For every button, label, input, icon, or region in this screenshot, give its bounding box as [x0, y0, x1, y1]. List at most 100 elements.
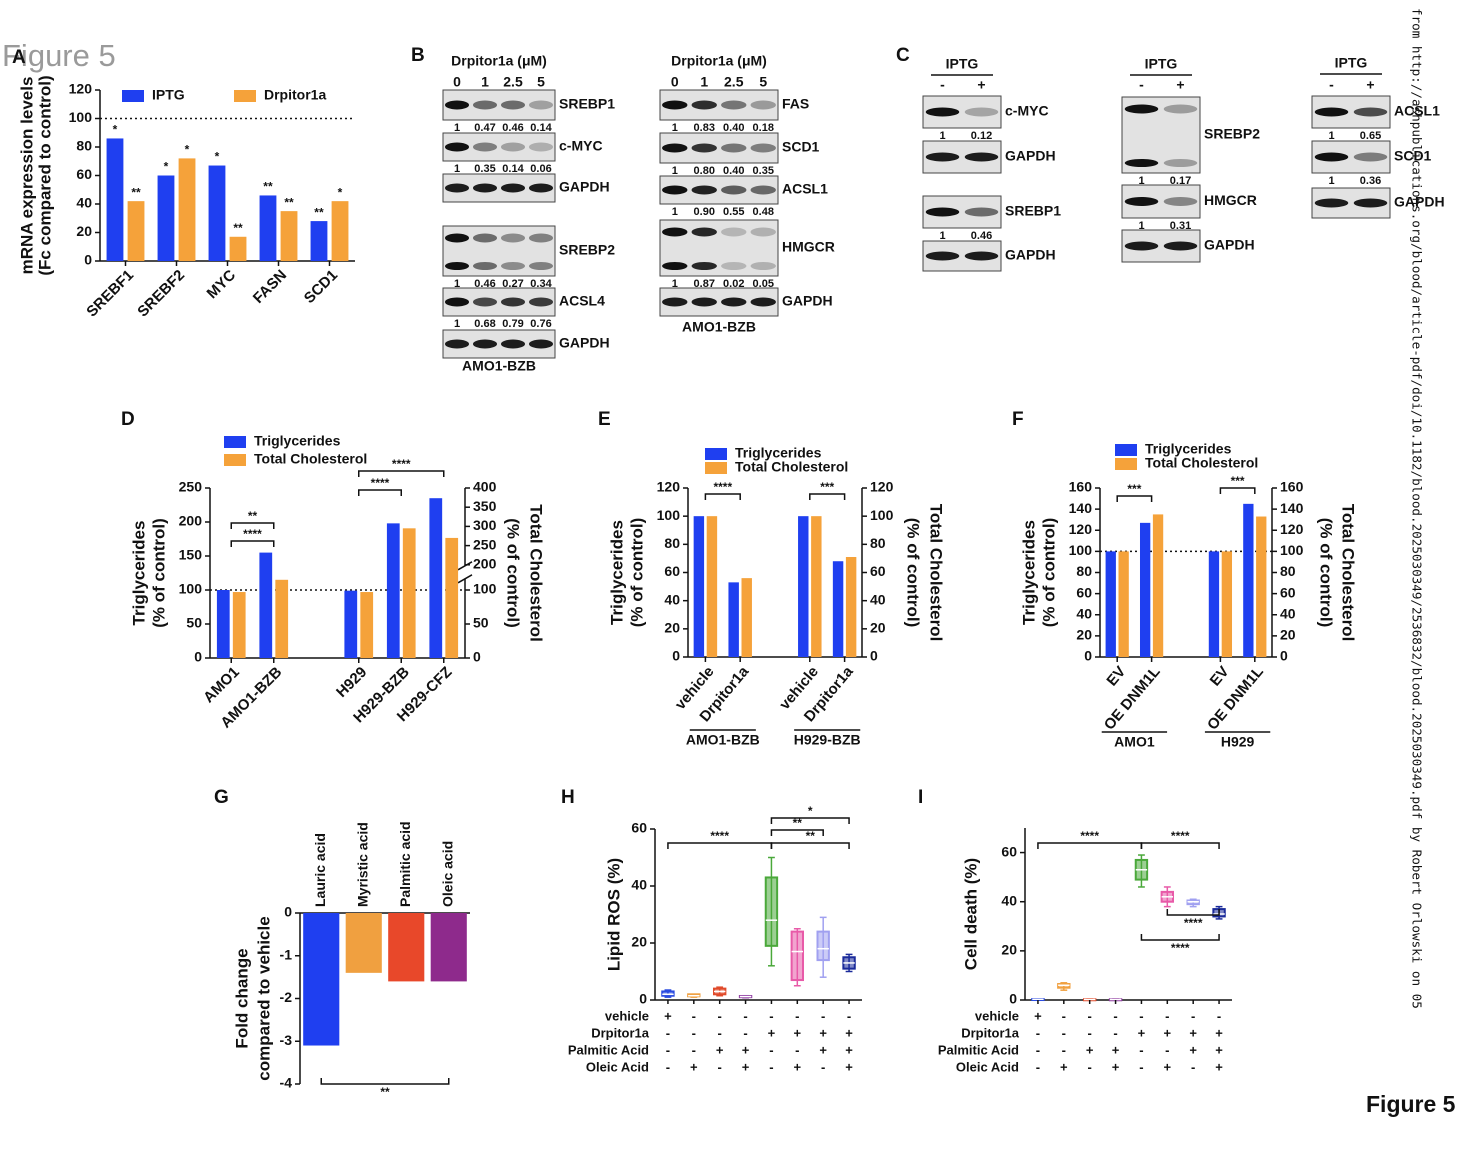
condition-sign: +: [1164, 1059, 1172, 1074]
y-tick-label: 60: [1001, 843, 1017, 859]
quantification: 0.76: [530, 318, 551, 330]
legend-label: Triglycerides: [1145, 441, 1232, 457]
y-tick-label: 120: [1069, 521, 1093, 537]
panel-label: B: [411, 45, 425, 66]
significance-label: **: [263, 180, 273, 194]
band: [750, 227, 776, 237]
y-tick-label: -2: [280, 989, 293, 1005]
condition-sign: -: [1036, 1042, 1040, 1057]
quantification: 1: [672, 122, 678, 134]
band: [472, 100, 498, 110]
quantification: 0.36: [1360, 175, 1381, 187]
condition-sign: -: [1062, 1042, 1066, 1057]
band: [1353, 198, 1388, 208]
condition-sign: +: [1189, 1025, 1197, 1040]
condition-sign: +: [819, 1042, 827, 1057]
y-tick-label: -3: [280, 1032, 293, 1048]
y2-tick-label: 40: [1280, 605, 1296, 621]
quantification: 1: [939, 130, 945, 142]
significance-bracket: [770, 817, 850, 824]
blot-image: [442, 132, 556, 162]
bar: [344, 590, 358, 658]
legend-swatch: [224, 454, 246, 466]
condition-label: Palmitic Acid: [568, 1042, 649, 1057]
condition-sign: -: [666, 1042, 670, 1057]
significance-label: ***: [820, 480, 834, 494]
bar: [259, 195, 277, 261]
bar: [303, 913, 340, 1046]
condition-sign: -: [847, 1008, 851, 1023]
quantification: 1: [672, 206, 678, 218]
band: [1353, 107, 1388, 117]
significance-bracket: [1140, 934, 1220, 941]
band: [750, 262, 776, 270]
condition-sign: -: [1036, 1059, 1040, 1074]
band: [662, 262, 688, 270]
band: [444, 100, 470, 110]
band: [964, 152, 999, 162]
y-axis-label: compared to vehicle: [254, 916, 273, 1080]
condition-sign: -: [769, 1059, 773, 1074]
condition-sign: +: [716, 1042, 724, 1057]
bar: [360, 592, 374, 658]
bar: [331, 201, 349, 261]
box: [790, 930, 805, 982]
band: [528, 142, 554, 152]
lane-label: 5: [537, 74, 545, 90]
y-axis-label: (% of control): [149, 518, 168, 628]
y-axis-label: Fold change: [232, 948, 251, 1048]
condition-label: vehicle: [605, 1008, 649, 1023]
x-tick-label: SREBF2: [134, 267, 188, 321]
band: [444, 233, 470, 243]
y2-tick-label: 60: [1280, 584, 1296, 600]
condition-sign: -: [743, 1025, 747, 1040]
condition-label: vehicle: [975, 1008, 1019, 1023]
band: [964, 107, 999, 117]
significance-label: **: [248, 509, 258, 523]
quantification: 0.34: [530, 278, 552, 290]
quantification: 0.47: [474, 122, 495, 134]
y2-tick-label: 140: [1280, 500, 1304, 516]
condition-sign: -: [743, 1008, 747, 1023]
box: [764, 876, 779, 947]
lane-label: +: [977, 77, 985, 93]
condition-sign: +: [690, 1059, 698, 1074]
y2-axis-label: Total Cholesterol: [927, 504, 946, 642]
significance-label: ****: [243, 527, 262, 541]
bar: [310, 221, 328, 261]
protein-label: SREBP1: [559, 96, 615, 112]
band: [1163, 241, 1198, 251]
significance-bracket: [1219, 487, 1256, 494]
band: [500, 183, 526, 193]
legend-label: Drpitor1a: [264, 87, 326, 103]
quantification: 0.02: [723, 278, 744, 290]
bar: [402, 528, 416, 658]
band: [444, 297, 470, 307]
significance-label: ***: [1231, 474, 1245, 488]
band: [528, 297, 554, 307]
bar: [1256, 516, 1267, 657]
condition-sign: -: [666, 1059, 670, 1074]
band: [925, 251, 960, 261]
bar: [728, 582, 739, 657]
y2-tick-label: 100: [870, 507, 894, 523]
condition-sign: +: [1112, 1042, 1120, 1057]
condition-sign: +: [1189, 1042, 1197, 1057]
quantification: 1: [672, 278, 678, 290]
significance-label: ****: [392, 457, 411, 471]
significance-bracket: [770, 829, 824, 836]
band: [721, 227, 747, 237]
significance-bracket: [1140, 842, 1220, 849]
legend-swatch: [1115, 444, 1137, 456]
condition-sign: +: [1112, 1059, 1120, 1074]
bar: [345, 913, 382, 973]
y-tick-label: 80: [76, 138, 92, 154]
y2-tick-label: 80: [1280, 563, 1296, 579]
band: [721, 297, 747, 307]
y-tick-label: 60: [1076, 584, 1092, 600]
lane-label: -: [1139, 77, 1144, 93]
significance-bracket: [1116, 495, 1153, 502]
x-tick-label: Lauric acid: [312, 833, 328, 907]
bar: [229, 236, 247, 261]
y2-tick-label: 250: [473, 536, 497, 552]
